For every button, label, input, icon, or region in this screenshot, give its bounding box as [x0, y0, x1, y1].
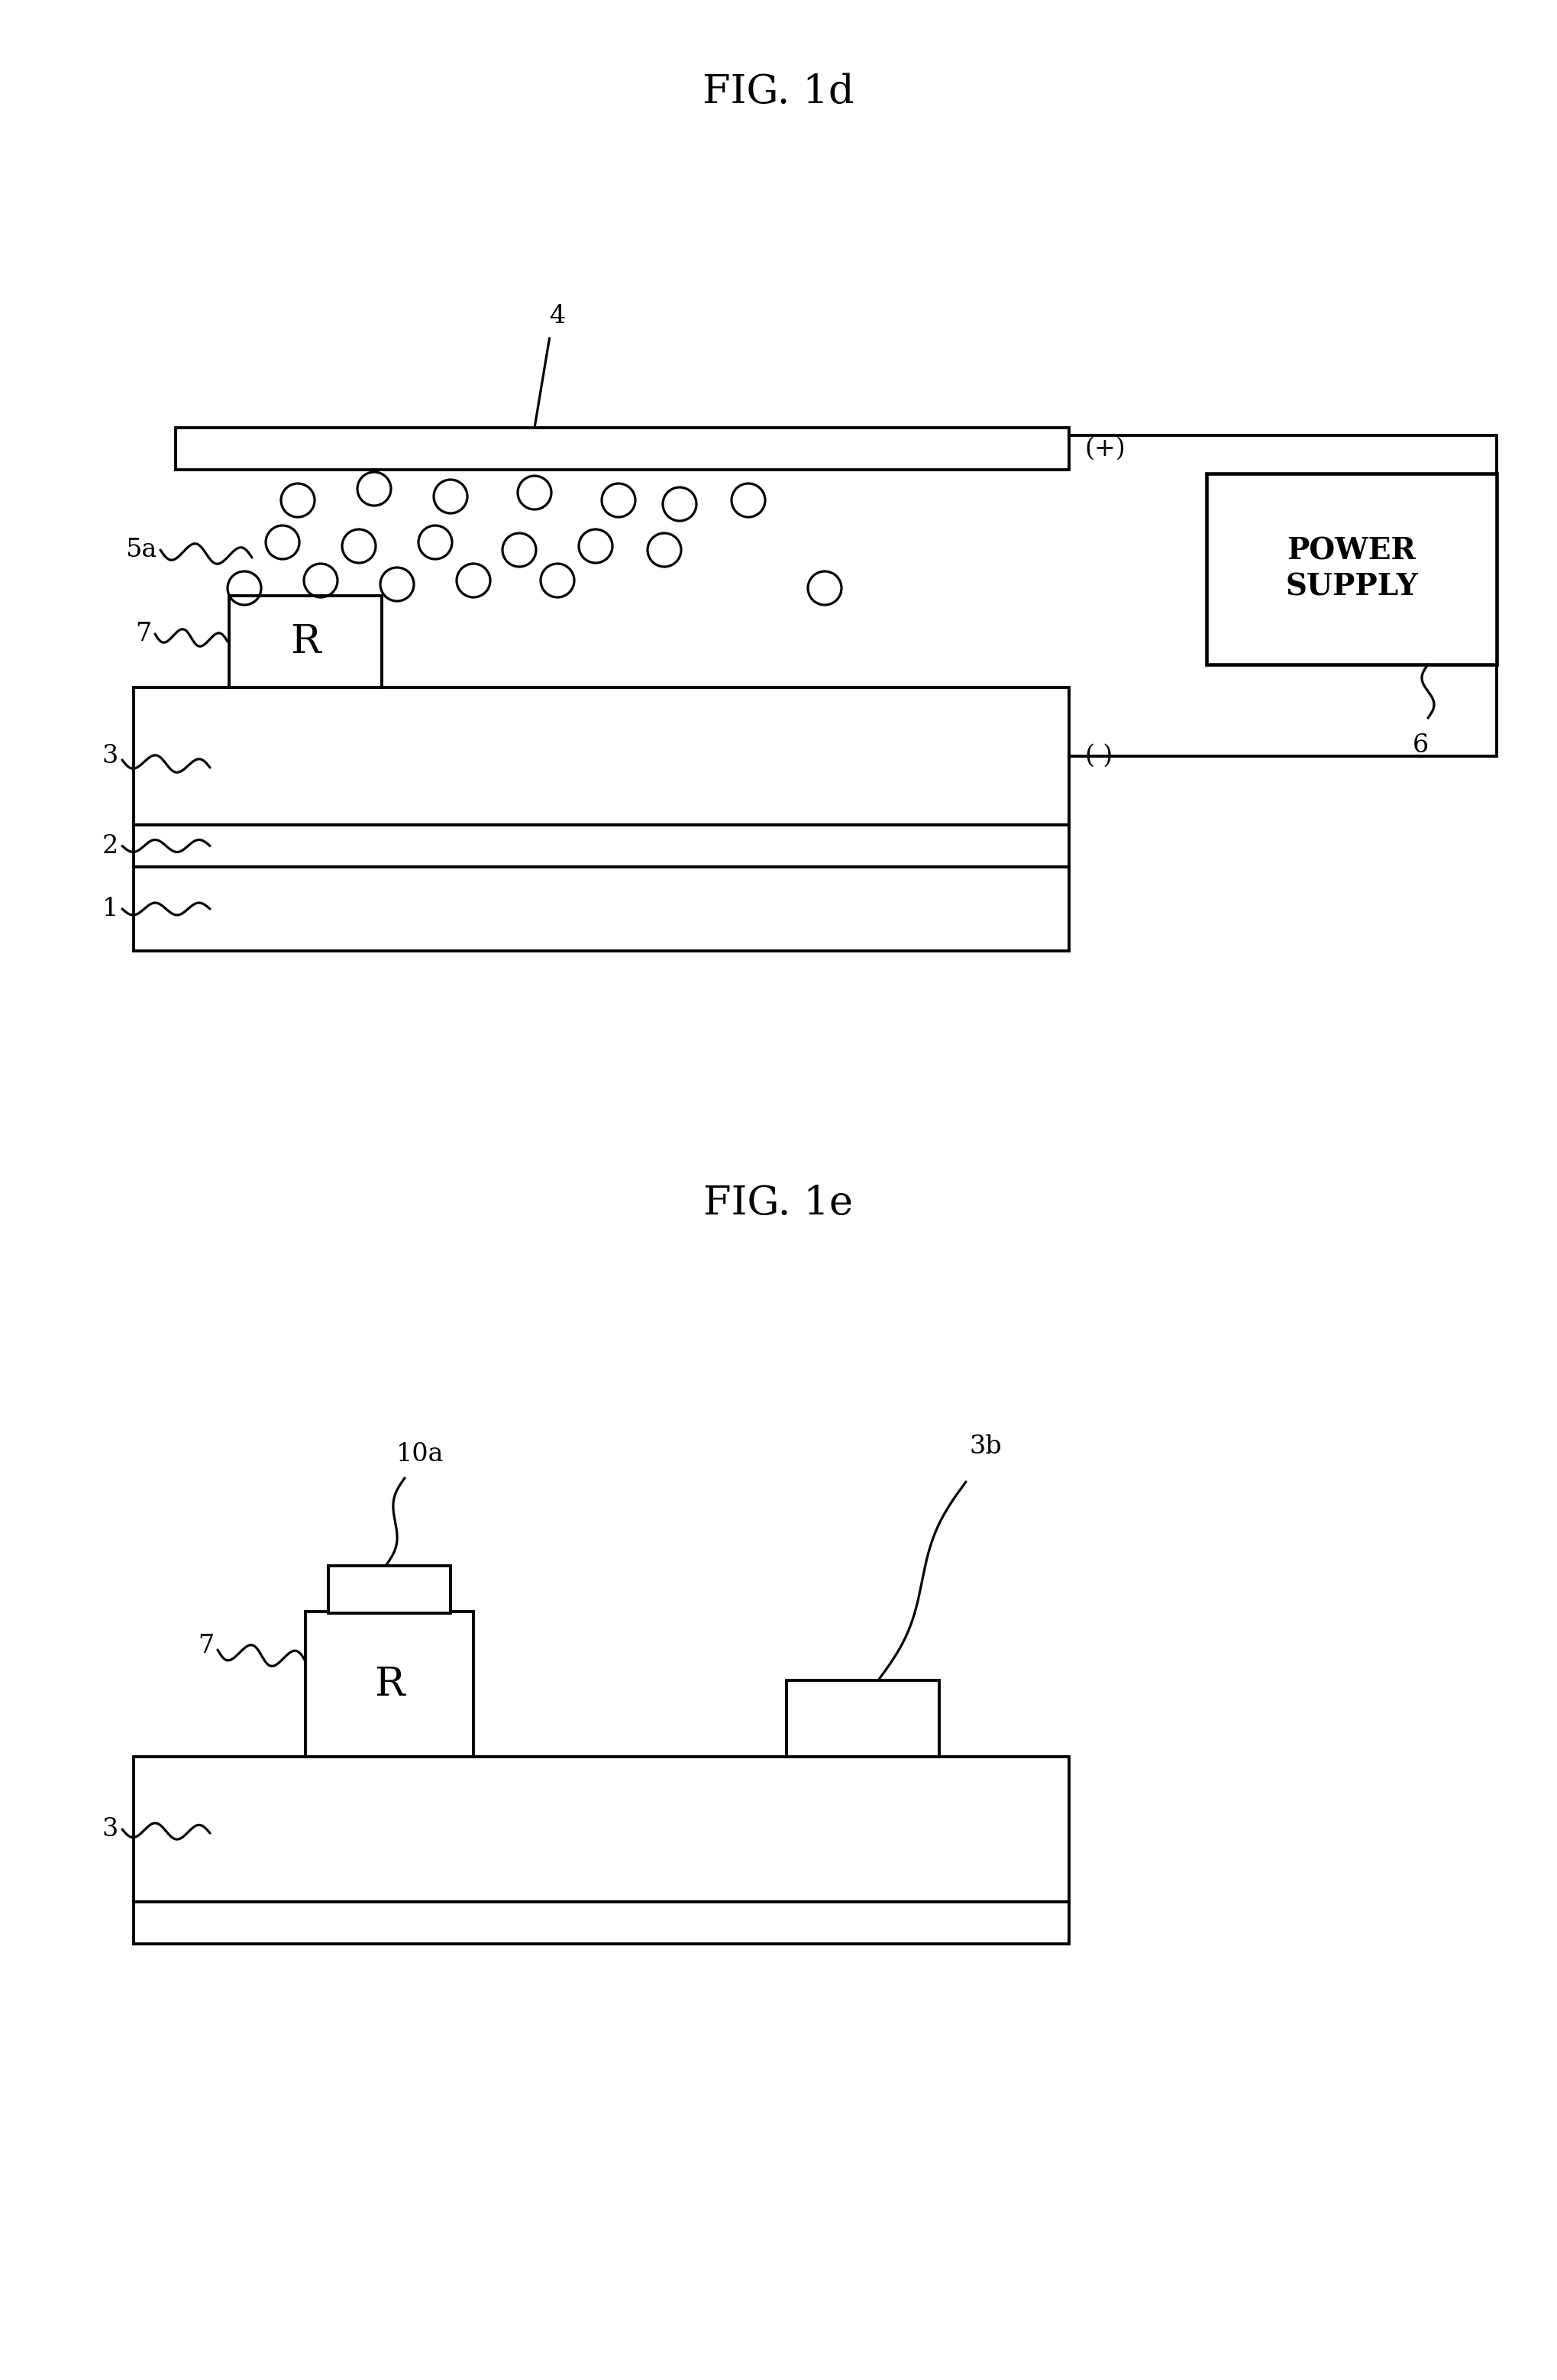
Text: R: R	[374, 1664, 405, 1704]
Text: (-): (-)	[1084, 745, 1113, 769]
Bar	[134, 866, 1070, 952]
Bar	[134, 1756, 1070, 1902]
Text: FIG. 1e: FIG. 1e	[704, 1183, 853, 1223]
Bar	[329, 1566, 450, 1614]
Bar	[134, 688, 1070, 826]
Bar	[786, 1680, 939, 1756]
Text: 2: 2	[103, 833, 118, 859]
Bar	[229, 595, 381, 688]
Bar	[1207, 474, 1496, 664]
Text: 3: 3	[103, 1816, 118, 1842]
Text: 5a: 5a	[125, 538, 157, 562]
Text: FIG. 1d: FIG. 1d	[702, 71, 855, 112]
Text: 3: 3	[103, 745, 118, 769]
Text: POWER
SUPPLY: POWER SUPPLY	[1286, 536, 1418, 602]
Text: 10a: 10a	[395, 1442, 444, 1466]
Text: R: R	[290, 621, 321, 662]
Bar	[305, 1611, 473, 1756]
Text: 7: 7	[135, 621, 151, 647]
Bar	[134, 826, 1070, 866]
Text: 3b: 3b	[970, 1435, 1003, 1459]
Text: (+): (+)	[1084, 436, 1126, 462]
Text: 7: 7	[198, 1633, 213, 1659]
Text: 4: 4	[550, 305, 565, 328]
FancyBboxPatch shape	[176, 428, 1070, 469]
Text: 6: 6	[1412, 733, 1429, 757]
Bar	[134, 1902, 1070, 1944]
Text: 1: 1	[103, 897, 118, 921]
